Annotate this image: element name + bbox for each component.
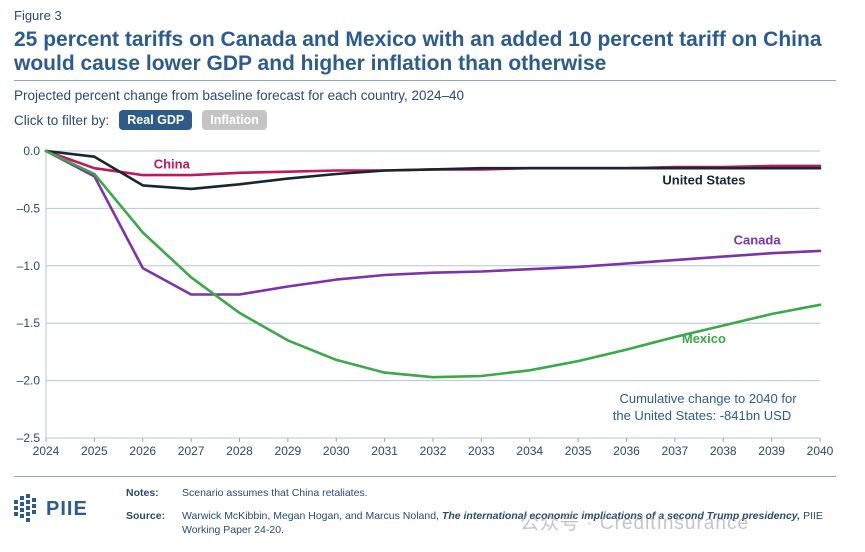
source-title: The international economic implications … bbox=[441, 510, 801, 522]
x-tick-label: 2037 bbox=[662, 444, 689, 458]
series-label-china: China bbox=[154, 157, 191, 172]
x-tick-label: 2025 bbox=[81, 444, 108, 458]
source-rest: PIIE Working Paper 24-20. bbox=[182, 510, 823, 536]
title-divider bbox=[14, 80, 836, 81]
chart-title: 25 percent tariffs on Canada and Mexico … bbox=[14, 28, 822, 75]
source-key: Source: bbox=[126, 510, 166, 522]
series-line-united-states bbox=[44, 149, 822, 191]
line-chart: 0.0 –0.5 –1.0 –1.5 –2.0 –2.5 2024 2025 2026 2027… bbox=[17, 144, 834, 458]
series-labels: China United States Canada Mexico bbox=[154, 157, 782, 346]
y-axis-ticks: 0.0 –0.5 –1.0 –1.5 –2.0 –2.5 bbox=[17, 144, 41, 445]
x-tick-label: 2034 bbox=[516, 444, 543, 458]
x-tick-label: 2033 bbox=[468, 444, 495, 458]
piie-logo-text: PIIE bbox=[46, 497, 88, 520]
piie-logo: PIIE bbox=[14, 494, 88, 524]
inflation-filter-button[interactable]: Inflation bbox=[202, 110, 267, 130]
annotation-line-1: Cumulative change to 2040 for bbox=[619, 391, 797, 406]
source-text: Warwick McKibbin, Megan Hogan, and Marcu… bbox=[182, 509, 846, 537]
series-label-mexico: Mexico bbox=[682, 331, 726, 346]
series-label-canada: Canada bbox=[734, 232, 782, 247]
chart-grid bbox=[45, 150, 820, 439]
series-line-mexico bbox=[44, 149, 822, 379]
x-tick-label: 2028 bbox=[226, 444, 253, 458]
x-tick-label: 2024 bbox=[33, 444, 60, 458]
series-line-canada bbox=[44, 149, 822, 296]
y-tick-label: –2.5 bbox=[17, 431, 41, 445]
watermark-text: 公众号 · CreditInsurance bbox=[520, 513, 750, 534]
x-tick-label: 2026 bbox=[129, 444, 156, 458]
y-tick-label: –1.5 bbox=[17, 316, 41, 330]
x-tick-label: 2029 bbox=[275, 444, 302, 458]
notes-key: Notes: bbox=[126, 487, 159, 499]
y-tick-label: –2.0 bbox=[17, 374, 41, 388]
series-label-united-states: United States bbox=[662, 173, 745, 188]
x-tick-label: 2035 bbox=[565, 444, 592, 458]
y-tick-label: 0.0 bbox=[23, 144, 40, 158]
real-gdp-filter-button[interactable]: Real GDP bbox=[119, 110, 193, 130]
annotation-line-2: the United States: -841bn USD bbox=[613, 408, 792, 423]
x-tick-label: 2032 bbox=[420, 444, 447, 458]
filter-bar: Click to filter by: Real GDP Inflation bbox=[14, 110, 277, 130]
y-tick-label: –0.5 bbox=[17, 201, 41, 215]
footer-divider bbox=[14, 476, 836, 477]
chart-subtitle: Projected percent change from baseline f… bbox=[14, 88, 465, 103]
x-tick-label: 2030 bbox=[323, 444, 350, 458]
filter-label: Click to filter by: bbox=[14, 112, 110, 128]
y-tick-label: –1.0 bbox=[17, 259, 41, 273]
x-tick-label: 2027 bbox=[178, 444, 205, 458]
x-tick-label: 2031 bbox=[371, 444, 398, 458]
x-tick-label: 2038 bbox=[710, 444, 737, 458]
x-tick-label: 2036 bbox=[613, 444, 640, 458]
figure-label: Figure 3 bbox=[14, 8, 62, 23]
x-tick-label: 2039 bbox=[758, 444, 785, 458]
source-authors: Warwick McKibbin, Megan Hogan, and Marcu… bbox=[182, 510, 439, 522]
piie-logo-icon bbox=[14, 494, 36, 522]
notes-text: Scenario assumes that China retaliates. bbox=[182, 487, 368, 499]
x-tick-label: 2040 bbox=[807, 444, 834, 458]
x-axis-ticks: 2024 2025 2026 2027 2028 2029 2030 2031 2032 2033… bbox=[33, 438, 834, 458]
notes-block: Notes: Scenario assumes that China retal… bbox=[126, 486, 846, 546]
series-lines bbox=[44, 149, 822, 379]
